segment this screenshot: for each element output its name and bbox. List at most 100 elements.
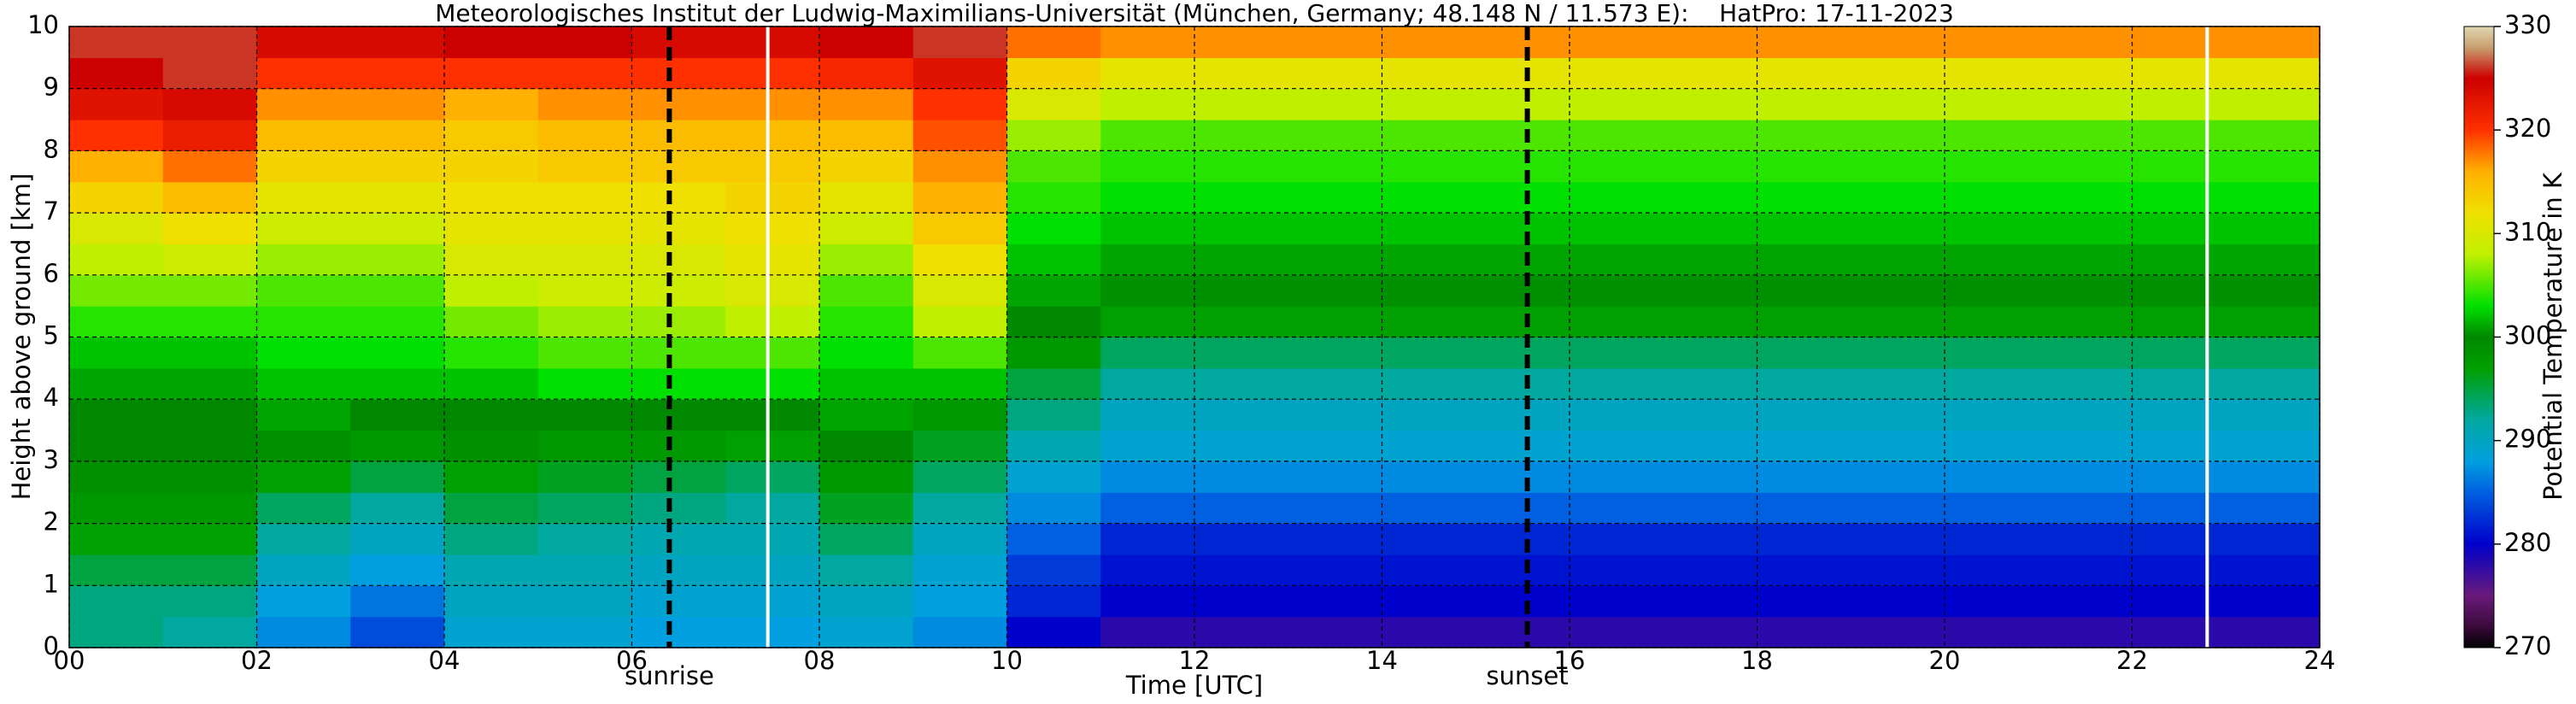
cell <box>2226 523 2321 555</box>
cell <box>1006 585 1101 618</box>
cell <box>1663 88 1758 120</box>
cell <box>2038 461 2133 493</box>
cell <box>1382 88 1476 120</box>
cell <box>631 88 726 120</box>
cell <box>1757 523 1851 555</box>
cell <box>1194 523 1289 555</box>
x-tick-label: 20 <box>1929 646 1961 675</box>
cell <box>350 120 445 151</box>
cell <box>912 120 1008 151</box>
cell <box>1570 616 1664 648</box>
cell <box>444 306 539 338</box>
cell <box>1476 120 1570 151</box>
cell <box>631 26 726 58</box>
cell <box>1476 523 1570 555</box>
cell <box>1476 57 1570 90</box>
cell <box>1382 523 1476 555</box>
cell <box>2226 585 2321 618</box>
cell <box>2038 181 2133 214</box>
cell <box>1006 523 1101 555</box>
cell <box>2132 306 2227 338</box>
cell <box>1570 306 1664 338</box>
cell <box>350 367 445 400</box>
cell <box>1570 26 1664 58</box>
cell <box>1006 492 1101 525</box>
cell <box>162 181 258 214</box>
cell <box>1100 57 1195 90</box>
cell <box>1945 213 2039 245</box>
cell <box>2132 337 2227 369</box>
cell <box>1476 492 1570 525</box>
cell <box>1382 57 1476 90</box>
cell <box>2038 430 2133 462</box>
cell <box>2038 26 2133 58</box>
cell <box>1851 213 1945 245</box>
cell <box>350 26 445 58</box>
cell <box>1663 26 1758 58</box>
cell <box>1663 523 1758 555</box>
cell <box>1476 616 1570 648</box>
cell <box>725 120 820 151</box>
cell <box>1100 523 1195 555</box>
cell <box>537 585 633 618</box>
cell <box>912 57 1008 90</box>
cell <box>1382 274 1476 307</box>
cell <box>1663 243 1758 276</box>
cell <box>1476 213 1570 245</box>
event-label: sunrise <box>625 661 714 690</box>
cell <box>444 243 539 276</box>
cell <box>537 57 633 90</box>
cell <box>537 120 633 151</box>
cell <box>256 181 351 214</box>
cell <box>69 88 164 120</box>
y-tick-label: 6 <box>44 259 59 288</box>
cell <box>2038 306 2133 338</box>
cell <box>537 399 633 431</box>
cell <box>2132 492 2227 525</box>
cell <box>1570 461 1664 493</box>
plot-frame <box>68 26 2321 648</box>
cell <box>69 150 164 183</box>
cell <box>1476 461 1570 493</box>
cell <box>819 243 914 276</box>
cell <box>1663 150 1758 183</box>
cell <box>69 337 164 369</box>
cell <box>1757 150 1851 183</box>
cell <box>1945 150 2039 183</box>
cell <box>1851 26 1945 58</box>
cell <box>2132 523 2227 555</box>
cell <box>631 337 726 369</box>
cell <box>912 523 1008 555</box>
cell <box>2038 88 2133 120</box>
cell <box>1100 399 1195 431</box>
cell <box>1476 585 1570 618</box>
cell <box>69 554 164 586</box>
cell <box>162 88 258 120</box>
cell <box>1382 26 1476 58</box>
cell <box>2226 88 2321 120</box>
cell <box>162 523 258 555</box>
cell <box>69 243 164 276</box>
cell <box>537 430 633 462</box>
cell <box>2132 26 2227 58</box>
cell <box>1663 461 1758 493</box>
y-tick-label: 1 <box>44 569 59 598</box>
cell <box>1288 554 1383 586</box>
cell <box>256 337 351 369</box>
cell <box>819 337 914 369</box>
cell <box>1006 57 1101 90</box>
cell <box>2226 430 2321 462</box>
cell <box>350 306 445 338</box>
cell <box>725 26 820 58</box>
cell <box>2132 243 2227 276</box>
cell <box>537 150 633 183</box>
cell <box>912 88 1008 120</box>
cell <box>444 57 539 90</box>
cell <box>444 399 539 431</box>
cell <box>1663 274 1758 307</box>
cell <box>631 554 726 586</box>
x-tick-label: 16 <box>1554 646 1586 675</box>
cell <box>162 150 258 183</box>
cell <box>2038 492 2133 525</box>
